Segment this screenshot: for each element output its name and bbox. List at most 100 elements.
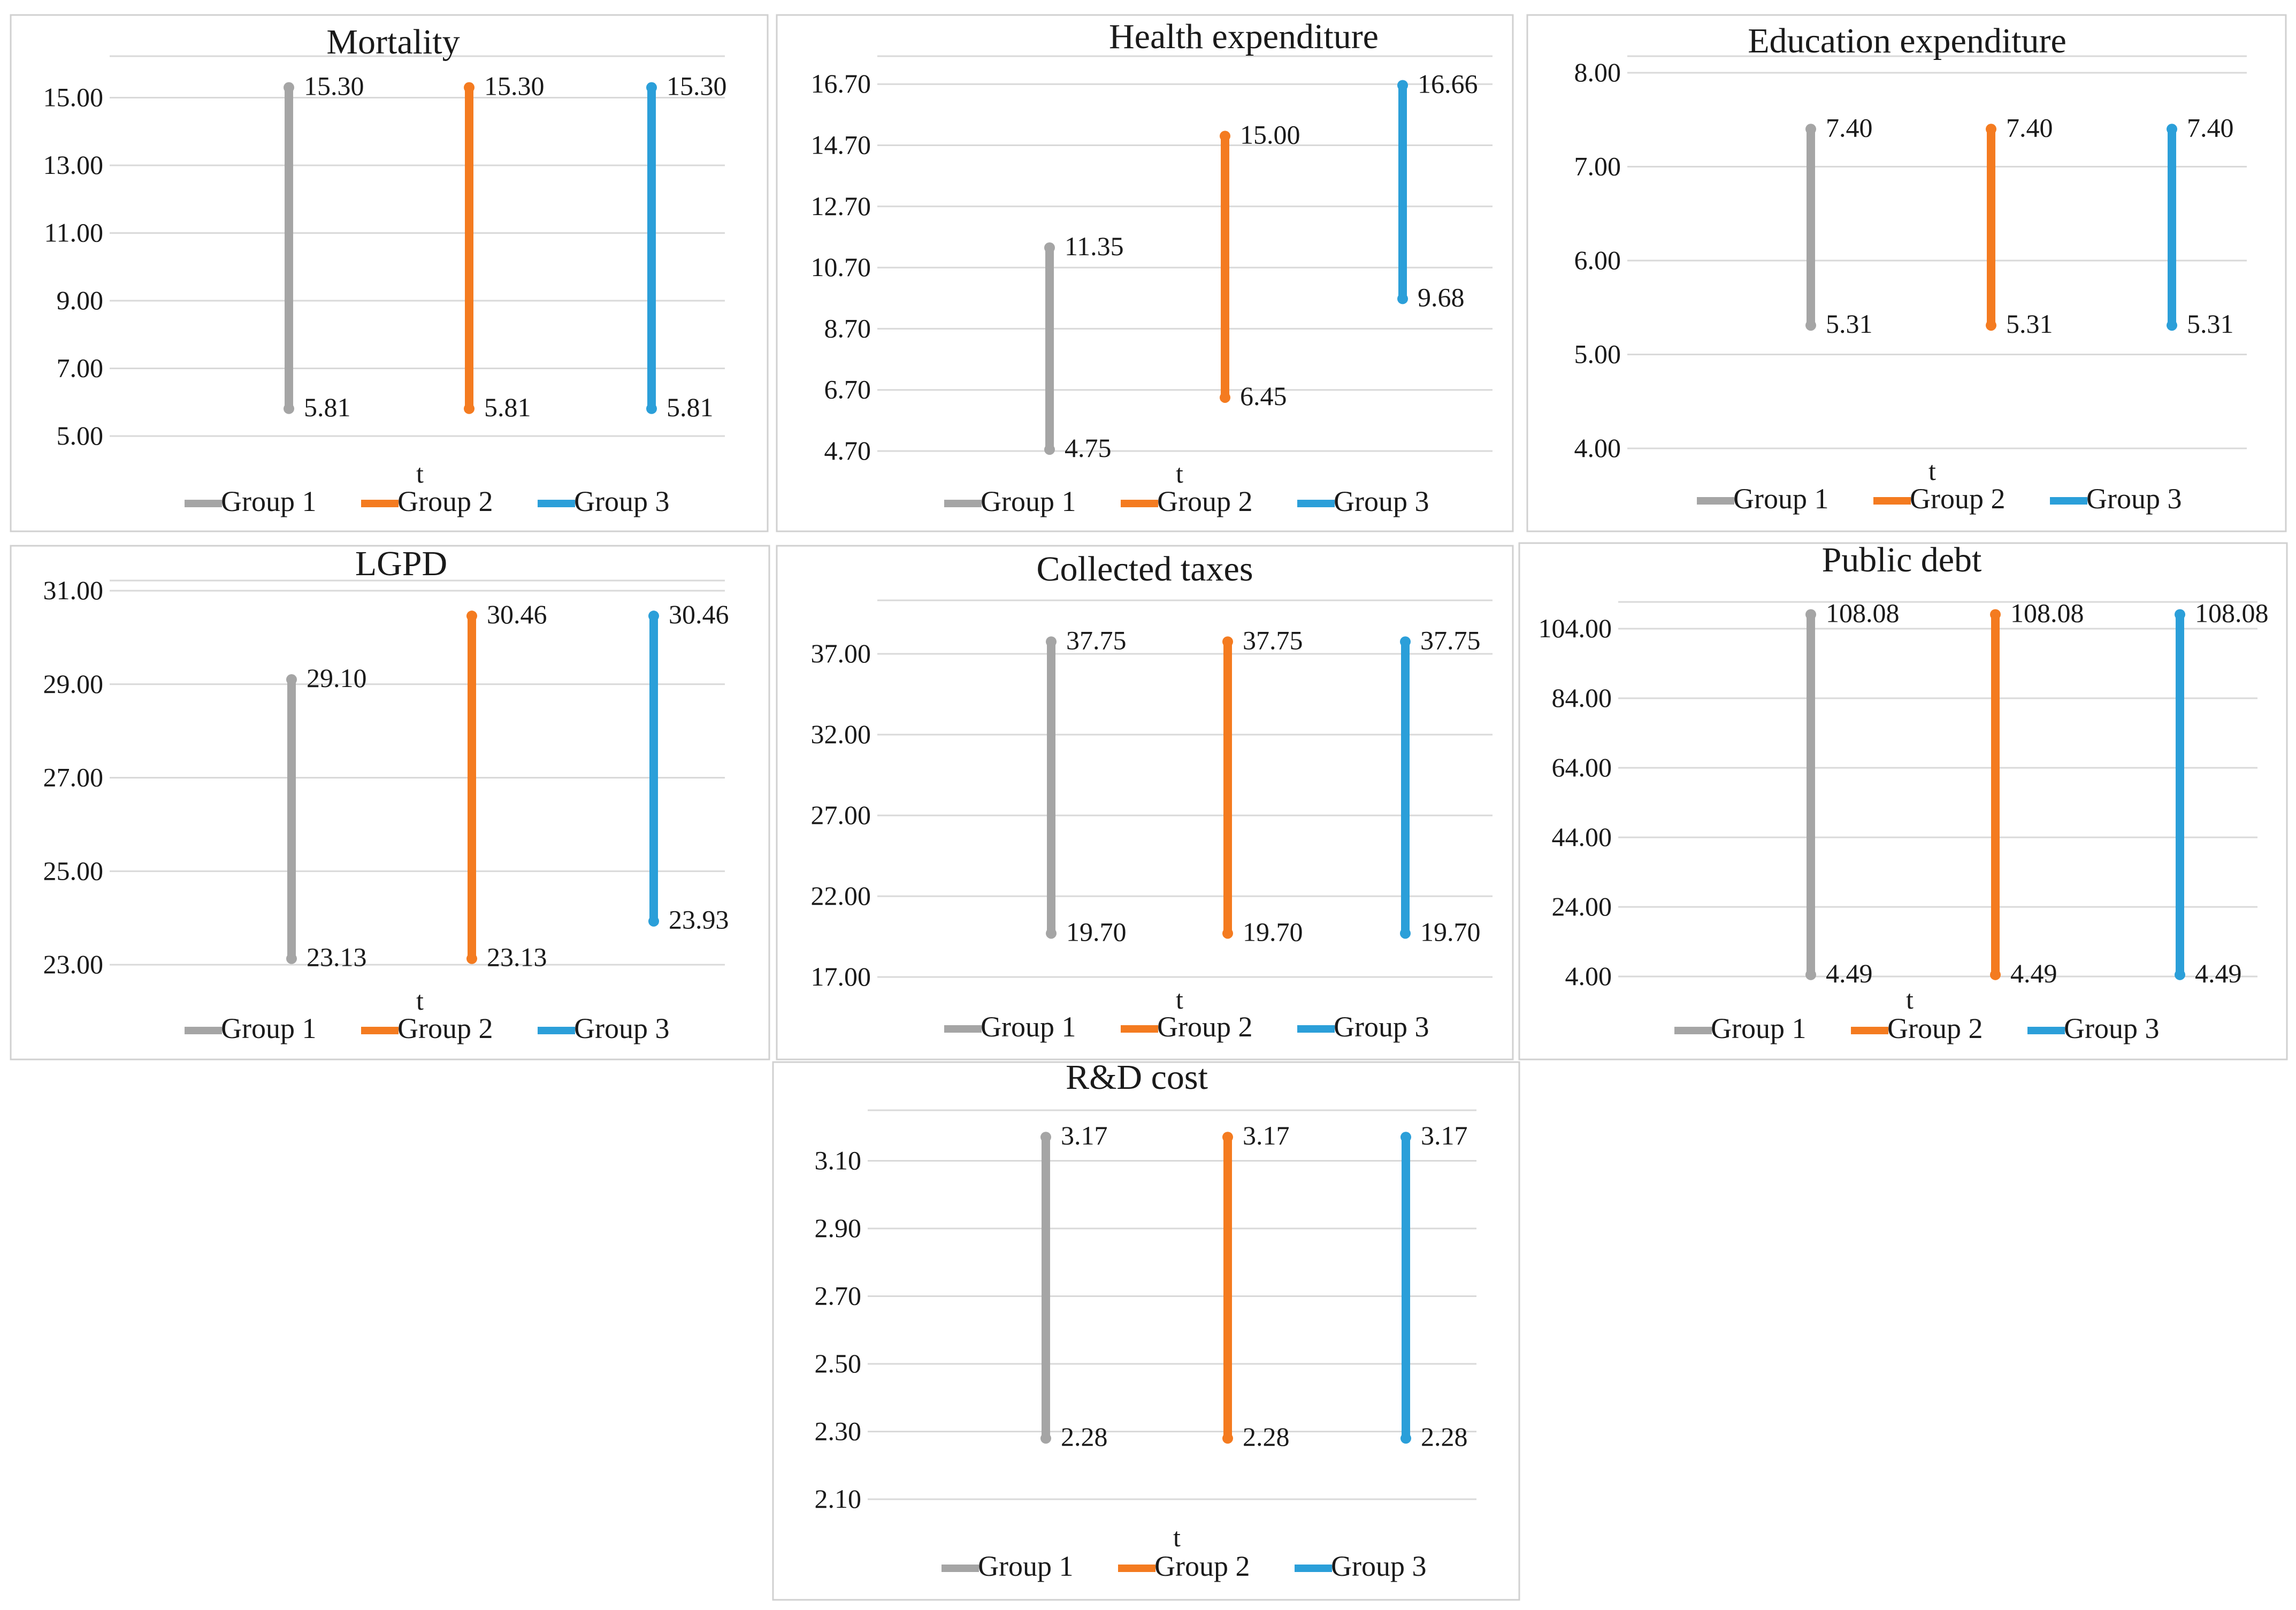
y-tick-label: 44.00 — [1552, 822, 1612, 852]
panel-frame — [772, 1061, 1520, 1601]
high-marker-group-2 — [1220, 131, 1230, 142]
y-tick-label: 3.10 — [815, 1146, 862, 1176]
low-value-label: 23.13 — [487, 942, 547, 972]
legend-entry: Group 2 — [397, 1012, 493, 1044]
high-marker-group-2 — [1986, 124, 1996, 135]
y-tick-label: 4.00 — [1574, 433, 1621, 463]
low-marker-group-1 — [286, 953, 297, 964]
y-tick-label: 8.70 — [824, 313, 871, 343]
x-axis-label: t — [1928, 456, 1936, 486]
low-marker-group-1 — [1040, 1433, 1051, 1444]
chart-title: R&D cost — [1066, 1058, 1208, 1097]
high-marker-group-1 — [284, 82, 294, 93]
chart-panel-6: 4.00 24.00 44.00 64.00 84.00 104.00 Public deb… — [1518, 540, 2288, 1060]
low-marker-group-2 — [1220, 392, 1230, 403]
x-axis-label: t — [1176, 459, 1183, 489]
high-value-label: 11.35 — [1065, 231, 1124, 261]
y-tick-label: 37.00 — [811, 638, 871, 668]
low-marker-group-3 — [1400, 928, 1411, 939]
legend-entry: Group 2 — [1157, 485, 1252, 517]
x-axis-label: t — [1176, 985, 1183, 1014]
low-value-label: 19.70 — [1243, 917, 1303, 947]
y-tick-label: 2.70 — [815, 1281, 862, 1311]
low-value-label: 5.81 — [304, 392, 351, 422]
panel-frame — [1518, 542, 2288, 1060]
y-tick-label: 7.00 — [57, 353, 104, 383]
y-tick-label: 64.00 — [1552, 752, 1612, 782]
chart-panel-1: 5.00 7.00 9.00 11.00 13.00 15.00 Mortality 15.3… — [10, 14, 769, 532]
low-value-label: 5.31 — [2187, 309, 2234, 339]
low-marker-group-1 — [1805, 969, 1816, 980]
y-tick-label: 5.00 — [57, 421, 104, 451]
high-value-label: 15.30 — [304, 71, 364, 101]
y-tick-label: 2.50 — [815, 1348, 862, 1378]
low-value-label: 19.70 — [1420, 917, 1481, 947]
chart-title: Education expenditure — [1748, 21, 2067, 60]
legend: Group 1 Group 2 Group 3 — [185, 1012, 669, 1044]
low-marker-group-3 — [2175, 969, 2185, 980]
panel-frame — [1526, 14, 2287, 532]
panel-frame — [776, 14, 1514, 532]
y-tick-label: 16.70 — [811, 68, 871, 98]
y-tick-label: 32.00 — [811, 719, 871, 749]
chart-title: Health expenditure — [1109, 17, 1379, 56]
y-tick-label: 27.00 — [43, 762, 104, 792]
high-value-label: 7.40 — [1826, 112, 1873, 142]
low-value-label: 9.68 — [1418, 282, 1465, 312]
high-marker-group-2 — [464, 82, 474, 93]
x-axis-label: t — [416, 459, 424, 489]
low-value-label: 23.13 — [307, 942, 367, 972]
high-value-label: 37.75 — [1243, 625, 1303, 655]
low-value-label: 4.75 — [1065, 433, 1112, 463]
high-marker-group-3 — [1400, 1132, 1411, 1143]
low-value-label: 19.70 — [1066, 917, 1127, 947]
y-tick-label: 15.00 — [43, 82, 104, 112]
high-value-label: 29.10 — [307, 663, 367, 693]
high-marker-group-3 — [646, 82, 657, 93]
high-value-label: 15.30 — [667, 71, 727, 101]
legend: Group 1 Group 2 Group 3 — [944, 485, 1429, 517]
chart-panel-3: 4.00 5.00 6.00 7.00 8.00 Education expenditur… — [1526, 14, 2287, 532]
high-marker-group-1 — [1046, 636, 1057, 647]
low-value-label: 5.81 — [484, 392, 531, 422]
y-tick-label: 6.00 — [1574, 245, 1621, 275]
high-value-label: 37.75 — [1420, 625, 1481, 655]
low-value-label: 2.28 — [1243, 1422, 1290, 1452]
high-marker-group-3 — [1397, 80, 1408, 91]
y-tick-label: 27.00 — [811, 800, 871, 830]
low-value-label: 2.28 — [1061, 1422, 1108, 1452]
y-tick-label: 8.00 — [1574, 57, 1621, 87]
low-value-label: 5.31 — [1826, 309, 1873, 339]
high-value-label: 3.17 — [1421, 1120, 1468, 1150]
legend-entry: Group 3 — [1334, 1011, 1429, 1043]
low-marker-group-1 — [1044, 444, 1055, 455]
legend-entry: Group 1 — [978, 1550, 1073, 1582]
low-value-label: 23.93 — [669, 905, 729, 935]
high-marker-group-3 — [2175, 609, 2185, 620]
low-marker-group-3 — [2167, 320, 2177, 331]
legend: Group 1 Group 2 Group 3 — [1674, 1012, 2159, 1044]
high-value-label: 108.08 — [2010, 598, 2084, 628]
chart-panel-5: 17.00 22.00 27.00 32.00 37.00 Collected taxes… — [776, 545, 1514, 1060]
legend-entry: Group 1 — [221, 485, 316, 517]
y-tick-label: 2.10 — [815, 1484, 862, 1514]
legend-entry: Group 1 — [1733, 483, 1828, 515]
y-tick-label: 6.70 — [824, 375, 871, 405]
y-tick-label: 84.00 — [1552, 683, 1612, 713]
y-tick-label: 5.00 — [1574, 339, 1621, 369]
y-tick-label: 4.00 — [1565, 961, 1612, 991]
high-marker-group-1 — [286, 674, 297, 685]
low-marker-group-2 — [1990, 969, 2001, 980]
legend-entry: Group 3 — [1331, 1550, 1426, 1582]
y-tick-label: 7.00 — [1574, 151, 1621, 181]
low-marker-group-2 — [466, 953, 477, 964]
low-marker-group-1 — [1805, 320, 1816, 331]
low-marker-group-1 — [284, 403, 294, 414]
low-value-label: 5.31 — [2006, 309, 2053, 339]
legend-entry: Group 3 — [2064, 1012, 2159, 1044]
high-marker-group-3 — [1400, 636, 1411, 647]
legend-entry: Group 2 — [1887, 1012, 1983, 1044]
y-tick-label: 25.00 — [43, 856, 104, 886]
low-marker-group-2 — [1986, 320, 1996, 331]
